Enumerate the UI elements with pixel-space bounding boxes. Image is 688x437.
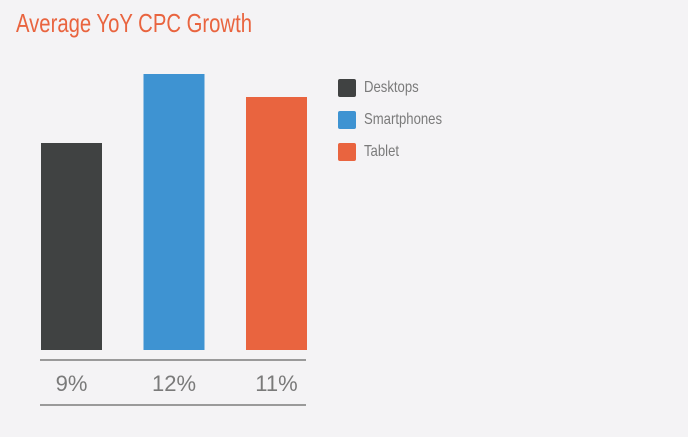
bar-smartphones — [143, 74, 205, 350]
legend-swatch-tablet — [338, 143, 356, 161]
legend-swatch-desktops — [338, 79, 356, 97]
legend-item-desktops: Desktops — [338, 72, 459, 104]
bar-tablet — [246, 97, 307, 350]
legend-label-tablet: Tablet — [364, 143, 400, 160]
legend-item-tablet: Tablet — [338, 136, 459, 168]
bar-chart: 9% 12% 11% — [40, 74, 307, 406]
value-label-smartphones: 12% — [152, 371, 196, 396]
value-label-desktops: 9% — [56, 371, 88, 396]
chart-title: Average YoY CPC Growth — [16, 8, 252, 38]
value-labels-group: 9% 12% 11% — [56, 371, 298, 396]
value-label-tablet: 11% — [255, 371, 297, 396]
legend-label-desktops: Desktops — [364, 79, 419, 96]
legend-swatch-smartphones — [338, 111, 356, 129]
bars-group — [41, 74, 307, 350]
bar-desktops — [41, 143, 102, 350]
legend-item-smartphones: Smartphones — [338, 104, 459, 136]
legend: Desktops Smartphones Tablet — [338, 72, 459, 168]
legend-label-smartphones: Smartphones — [364, 111, 443, 128]
